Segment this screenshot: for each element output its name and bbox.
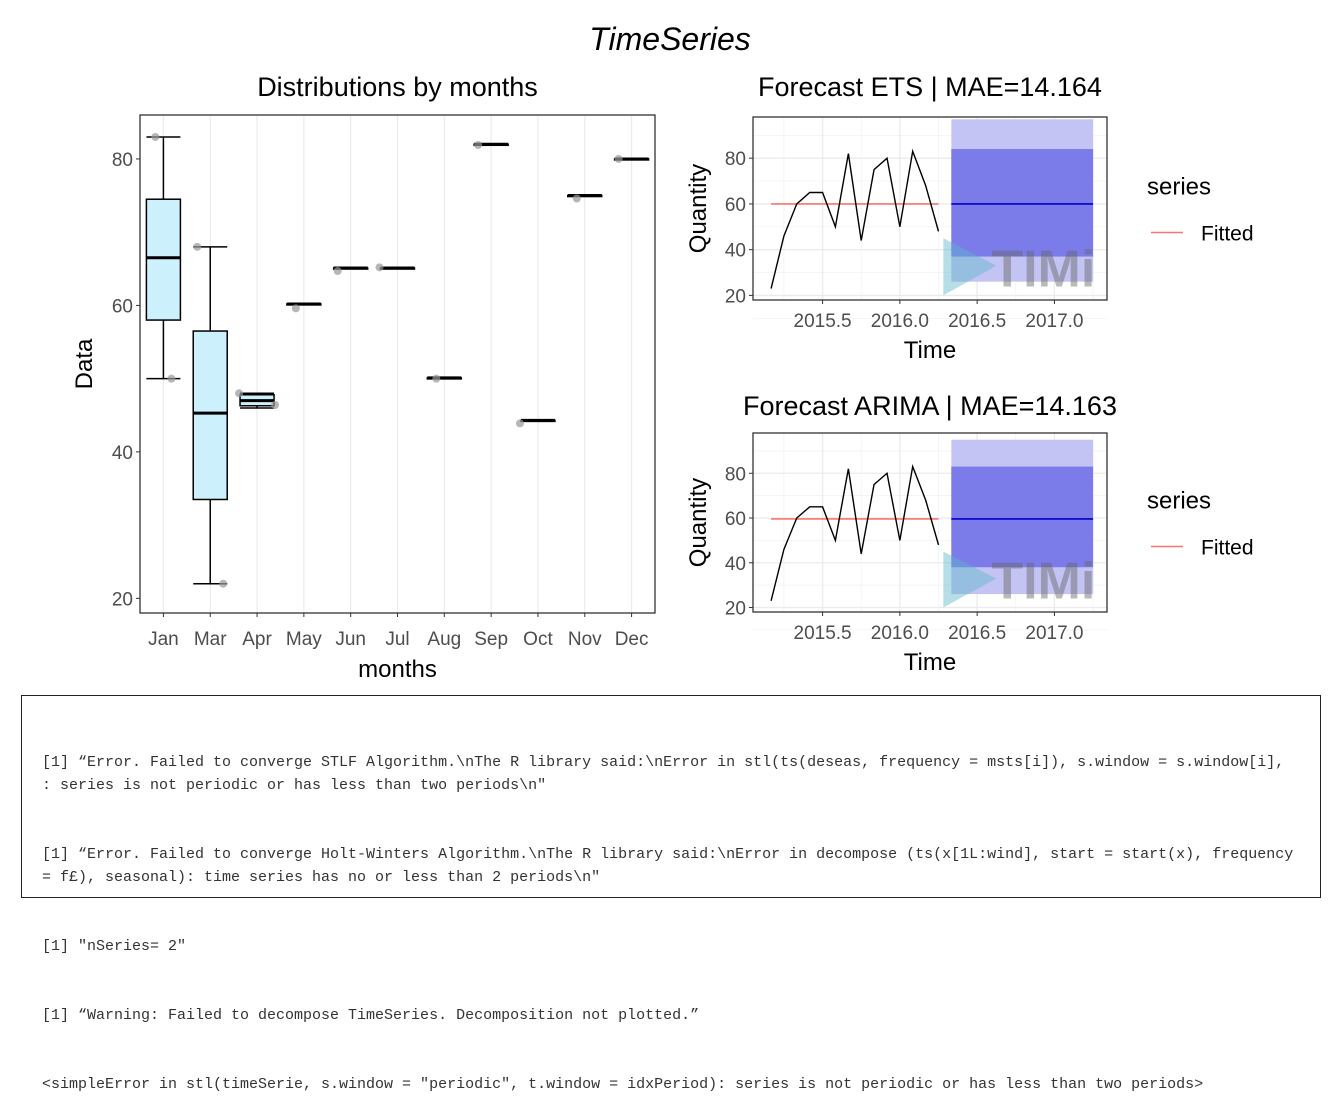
boxplot-chart: 20 40 60 80 Jan Mar Apr May Jun Jul Aug Sep Oct Nov De… — [71, 72, 656, 683]
x-tick-label: 2016.5 — [948, 311, 1006, 332]
figure: TimeSeries 20 40 60 80 Jan Mar Apr May Jun Jul Aug… — [71, 21, 1254, 683]
box-body — [145, 198, 182, 321]
x-axis-label: months — [358, 656, 437, 683]
x-tick-label: Sep — [474, 629, 508, 650]
y-axis-label: Data — [71, 338, 98, 389]
page-title: TimeSeries — [589, 21, 751, 57]
data-point — [572, 194, 581, 203]
series-line — [770, 148, 940, 289]
data-point — [271, 401, 280, 410]
legend-title: series — [1147, 488, 1211, 515]
data-point — [219, 579, 228, 588]
x-tick-label: Oct — [523, 629, 553, 650]
box-mar — [192, 242, 228, 588]
data-point — [235, 389, 244, 398]
play-triangle-icon — [943, 238, 997, 296]
x-tick-label: 2017.0 — [1025, 311, 1083, 332]
series-line — [770, 463, 940, 601]
data-point — [432, 374, 441, 383]
y-tick-label: 40 — [112, 443, 133, 464]
x-tick-label: 2016.0 — [871, 623, 929, 644]
legend-label-fitted: Fitted — [1201, 223, 1254, 246]
legend-title: series — [1147, 174, 1211, 201]
y-tick-label: 20 — [112, 589, 133, 610]
x-tick-label: 2016.5 — [948, 623, 1006, 644]
box-jan — [145, 132, 182, 383]
forecast-80-band — [951, 466, 1094, 568]
timi-watermark-logo: TIMi — [943, 238, 1095, 298]
x-tick-label: Nov — [568, 629, 602, 650]
x-tick-label: 2016.0 — [871, 311, 929, 332]
x-tick-label: Jan — [148, 629, 179, 650]
box-apr — [235, 389, 280, 410]
y-tick-label: 40 — [725, 554, 746, 575]
watermark-text: TIMi — [991, 553, 1095, 611]
x-tick-label: Jul — [385, 629, 409, 650]
y-tick-label: 80 — [725, 149, 746, 170]
data-point — [333, 266, 342, 275]
y-axis-label: Quantity — [685, 164, 712, 253]
panel-border — [752, 432, 1108, 613]
x-tick-label: Mar — [194, 629, 227, 650]
play-triangle-icon — [943, 551, 997, 608]
x-axis-label: Time — [904, 649, 956, 676]
y-tick-label: 80 — [112, 150, 133, 171]
console-line: [1] “Error. Failed to converge STLF Algo… — [42, 754, 1294, 794]
forecast-80-band — [951, 149, 1094, 257]
timi-watermark-logo: TIMi — [943, 551, 1095, 611]
data-point — [474, 141, 483, 150]
box-body — [192, 330, 228, 501]
console-line: [1] “Error. Failed to converge Holt-Wint… — [42, 846, 1303, 886]
console-output: [1] “Error. Failed to converge STLF Algo… — [21, 695, 1321, 1093]
box-jul — [375, 263, 416, 272]
x-tick-label: May — [286, 629, 322, 650]
y-tick-label: 60 — [725, 509, 746, 530]
x-tick-label: Jun — [335, 629, 366, 650]
x-tick-label: Dec — [615, 629, 649, 650]
y-tick-label: 20 — [725, 286, 746, 307]
y-tick-label: 40 — [725, 241, 746, 262]
data-point — [375, 263, 384, 272]
box-sep — [473, 141, 509, 150]
data-point — [291, 304, 300, 313]
data-point — [167, 374, 176, 383]
watermark-text: TIMi — [991, 240, 1095, 298]
data-point — [515, 419, 524, 428]
y-tick-label: 80 — [725, 464, 746, 485]
console-line: [1] "nSeries= 2" — [42, 938, 187, 955]
legend-label-fitted: Fitted — [1201, 537, 1254, 560]
data-point — [614, 154, 623, 163]
console-line: [1] “Warning: Failed to decompose TimeSe… — [42, 1007, 700, 1024]
y-tick-label: 60 — [112, 296, 133, 317]
chart-title: Forecast ARIMA | MAE=14.163 — [743, 391, 1117, 421]
y-tick-label: 60 — [725, 195, 746, 216]
panel-border — [752, 116, 1108, 301]
box-nov — [567, 194, 603, 203]
data-point — [151, 132, 160, 141]
x-tick-label: 2015.5 — [794, 623, 852, 644]
box-aug — [426, 374, 463, 383]
arima-forecast-chart: TIMi 20 40 60 80 2015.5 2016.0 2016.5 2017.0 Fore… — [685, 391, 1254, 676]
x-axis-label: Time — [904, 337, 956, 364]
y-tick-label: 20 — [725, 599, 746, 620]
x-tick-label: 2015.5 — [794, 311, 852, 332]
x-tick-label: Apr — [242, 629, 272, 650]
box-oct — [515, 418, 556, 428]
box-jun — [332, 266, 369, 275]
box-dec — [613, 154, 650, 163]
data-point — [193, 242, 202, 251]
box-may — [286, 302, 322, 313]
x-tick-label: Aug — [427, 629, 461, 650]
x-tick-label: 2017.0 — [1025, 623, 1083, 644]
chart-title: Forecast ETS | MAE=14.164 — [758, 72, 1102, 102]
ets-forecast-chart: TIMi 20 40 60 80 2015.5 2016.0 2016.5 2017.0 Fore… — [685, 72, 1254, 364]
y-axis-label: Quantity — [685, 478, 712, 567]
chart-title: Distributions by months — [257, 72, 538, 102]
console-line: <simpleError in stl(timeSerie, s.window … — [42, 1076, 1204, 1093]
